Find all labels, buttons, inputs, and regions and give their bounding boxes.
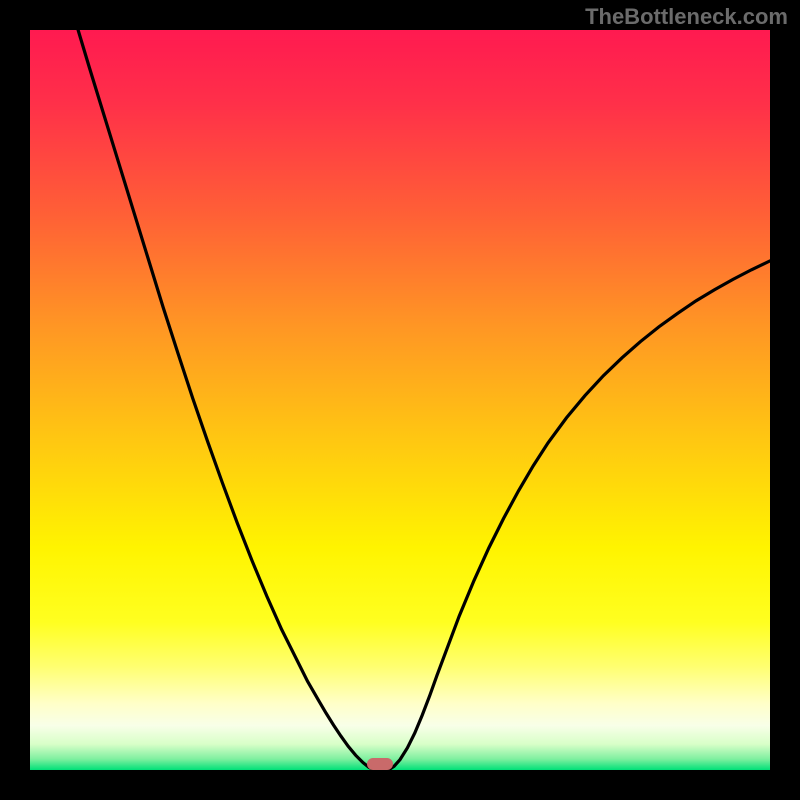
minimum-marker: [367, 758, 392, 770]
bottleneck-curve-svg: [30, 30, 770, 770]
watermark-text: TheBottleneck.com: [585, 4, 788, 30]
left-curve: [78, 30, 374, 770]
chart-container: TheBottleneck.com: [0, 0, 800, 800]
plot-area: [30, 30, 770, 770]
right-curve: [389, 261, 770, 770]
